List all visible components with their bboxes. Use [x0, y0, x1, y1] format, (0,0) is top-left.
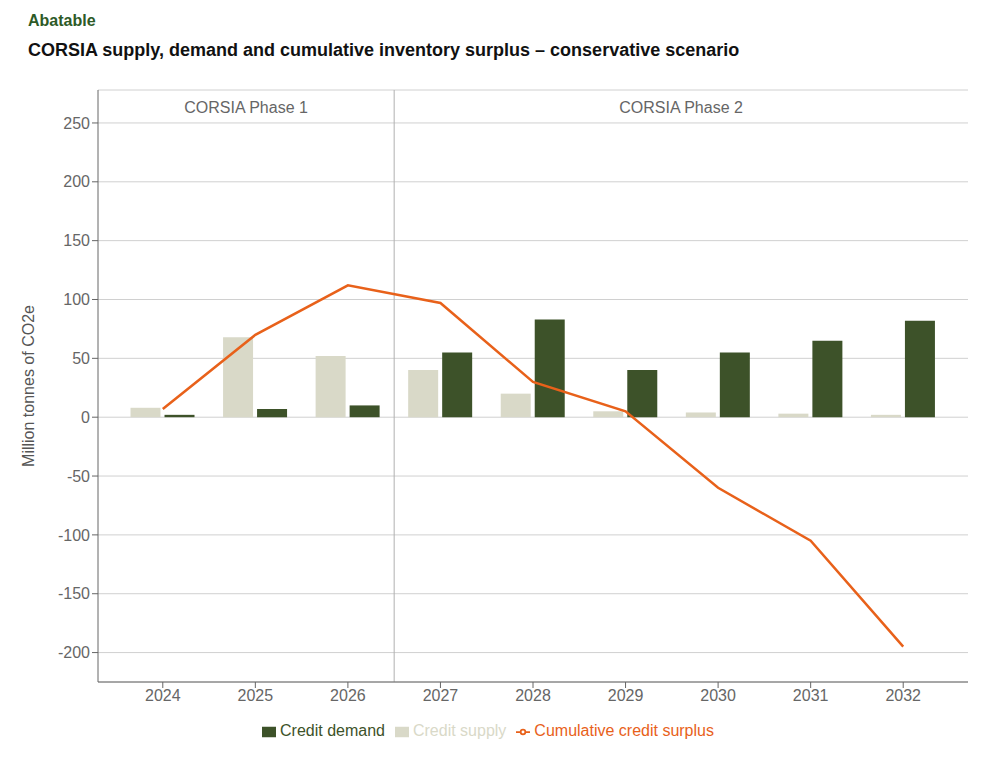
html-text:Cumulative credit surplus: Cumulative credit surplus	[534, 722, 714, 739]
svg-text:100: 100	[63, 291, 90, 308]
svg-text:-150: -150	[58, 585, 90, 602]
svg-text:2024: 2024	[145, 687, 181, 704]
svg-text:CORSIA Phase 2: CORSIA Phase 2	[619, 99, 743, 116]
svg-text:2026: 2026	[330, 687, 366, 704]
svg-text:2031: 2031	[793, 687, 829, 704]
svg-text:200: 200	[63, 173, 90, 190]
html-text:Abatable: Abatable	[28, 12, 96, 29]
html-text:Credit supply: Credit supply	[413, 722, 507, 739]
svg-text:2025: 2025	[238, 687, 274, 704]
svg-text:-100: -100	[58, 527, 90, 544]
svg-text:2032: 2032	[885, 687, 921, 704]
svg-text:Million tonnes of CO2e: Million tonnes of CO2e	[20, 305, 37, 467]
svg-text:0: 0	[81, 409, 90, 426]
svg-text:50: 50	[72, 350, 90, 367]
svg-text:-200: -200	[58, 644, 90, 661]
svg-text:250: 250	[63, 115, 90, 132]
svg-text:2027: 2027	[423, 687, 459, 704]
svg-text:2030: 2030	[700, 687, 736, 704]
svg-text:-50: -50	[67, 468, 90, 485]
svg-text:CORSIA Phase 1: CORSIA Phase 1	[184, 99, 308, 116]
svg-text:2028: 2028	[515, 687, 551, 704]
svg-text:2029: 2029	[608, 687, 644, 704]
svg-text:150: 150	[63, 232, 90, 249]
html-text:Credit demand: Credit demand	[280, 722, 385, 739]
html-text:CORSIA supply, demand and cumu: CORSIA supply, demand and cumulative inv…	[28, 40, 740, 60]
